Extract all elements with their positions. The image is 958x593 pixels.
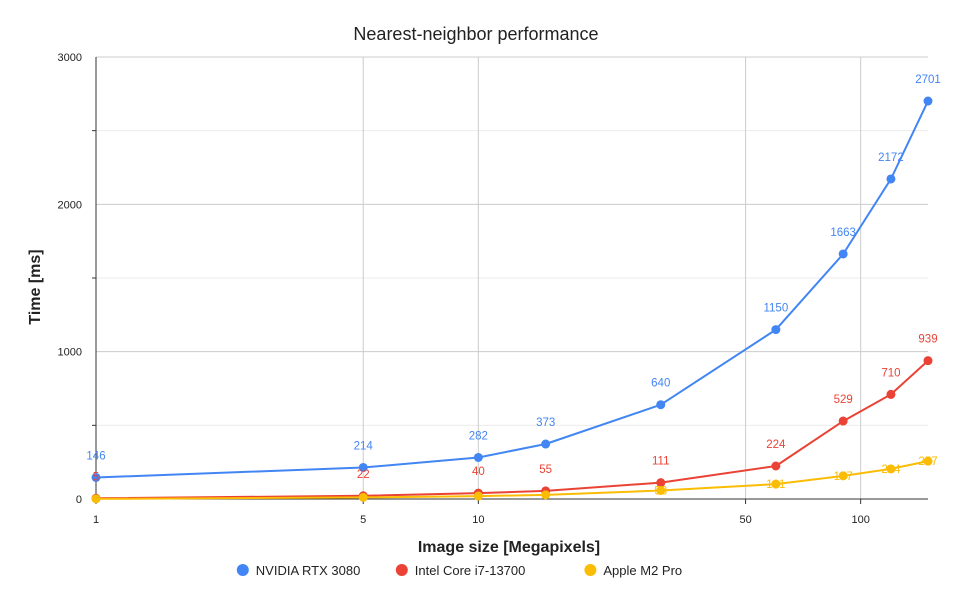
series-1-data-label: 640	[651, 378, 670, 390]
series-3-data-label: 157	[834, 471, 853, 483]
series-2-data-label: 710	[881, 367, 900, 379]
series-1-point	[886, 174, 896, 184]
series-1-data-label: 2172	[878, 152, 904, 164]
data-labels: 146 214 282 373 640 1150 1663 2172 2701 5 22 40 55 11…	[86, 74, 940, 497]
series-1-data-label: 1150	[763, 303, 788, 315]
series-1-point	[541, 439, 551, 449]
series-3-point	[541, 490, 551, 500]
chart-title: Nearest-neighbor performance	[353, 24, 598, 44]
legend-marker-2	[395, 564, 408, 576]
series-1-data-label: 373	[536, 417, 555, 429]
series-2-data-label: 529	[834, 394, 853, 406]
series-3-point	[473, 491, 483, 501]
y-tick-label: 0	[76, 494, 82, 506]
series-1-data-label: 2701	[915, 74, 941, 86]
series-3-point	[91, 494, 101, 504]
series-1-point	[358, 462, 368, 472]
series-2-point	[656, 478, 666, 488]
series-2-point	[771, 461, 781, 471]
series-1-point	[923, 96, 933, 106]
series-1-data-label: 214	[354, 440, 374, 452]
series-3-data-label: 257	[918, 456, 937, 468]
y-tick-label: 3000	[58, 52, 82, 64]
series-1-data-label: 282	[469, 430, 488, 442]
y-tick-label: 1000	[58, 347, 82, 359]
series-1-point	[771, 325, 781, 335]
series-3-point	[838, 471, 848, 481]
legend: NVIDIA RTX 3080 Intel Core i7-13700 Apple …	[236, 563, 682, 578]
legend-entry-2: Intel Core i7-13700	[415, 563, 526, 578]
x-tick-label: 50	[739, 514, 751, 526]
x-tick-label: 10	[472, 514, 484, 526]
series-2-data-label: 22	[357, 469, 370, 481]
series-line-2	[95, 359, 929, 500]
y-axis-title: Time [ms]	[27, 249, 44, 324]
series-2-data-label: 5	[93, 471, 99, 483]
gridlines	[96, 56, 928, 499]
series-2-data-label: 40	[472, 466, 485, 478]
series-1-data-label: 146	[86, 450, 105, 462]
series-2-data-label: 111	[652, 456, 669, 468]
series-3-data-label: 101	[766, 479, 785, 491]
x-axis-title: Image size [Megapixels]	[418, 539, 600, 556]
series-3-point	[923, 456, 933, 466]
series-3-point	[358, 492, 368, 502]
series-1-point	[656, 400, 666, 410]
series-1-point	[91, 472, 101, 482]
y-tick-label: 2000	[58, 199, 82, 211]
x-tick-label: 1	[93, 514, 99, 526]
legend-entry-3: Apple M2 Pro	[603, 563, 682, 578]
series-2-data-label: 939	[918, 334, 937, 346]
series-2-data-label: 55	[539, 464, 552, 476]
series-3-point	[656, 485, 666, 495]
series-1-point	[473, 452, 483, 462]
x-tick-label: 5	[360, 514, 366, 526]
series-2-point	[838, 416, 848, 426]
series	[91, 96, 933, 504]
series-line-1	[95, 100, 929, 479]
axes: 0 1000 2000 3000 1 5 10 50 100	[58, 52, 928, 526]
series-1-point	[838, 249, 848, 259]
series-3-point	[886, 464, 896, 474]
legend-marker-1	[236, 564, 249, 576]
legend-entry-1: NVIDIA RTX 3080	[256, 563, 361, 578]
x-tick-label: 100	[851, 514, 869, 526]
series-2-data-label: 224	[766, 439, 786, 451]
legend-marker-3	[584, 564, 597, 576]
series-2-point	[923, 356, 933, 366]
series-3-data-label: 204	[881, 464, 901, 476]
series-3-point	[771, 479, 781, 489]
series-3-data-label: 58	[654, 485, 667, 497]
series-2-point	[886, 389, 896, 399]
series-line-3	[95, 460, 929, 500]
series-1-data-label: 1663	[830, 227, 856, 239]
